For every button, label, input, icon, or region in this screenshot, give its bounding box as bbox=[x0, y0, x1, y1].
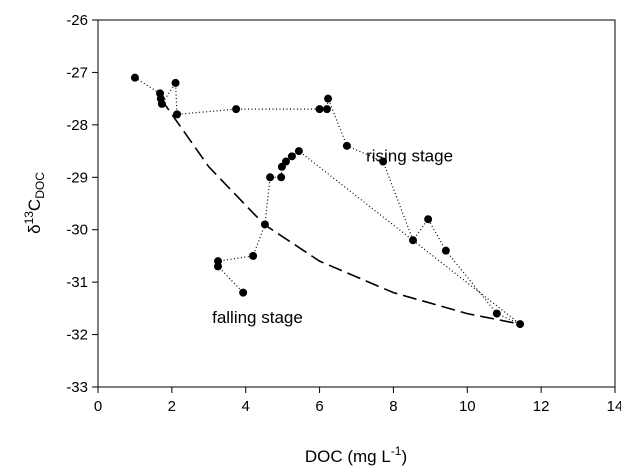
x-label-end: ) bbox=[401, 447, 407, 466]
point bbox=[294, 147, 303, 156]
point bbox=[516, 320, 525, 329]
x-axis-label: DOC (mg L-1) bbox=[305, 444, 407, 466]
x-tick-label: 10 bbox=[459, 398, 476, 415]
y-tick-label: -29 bbox=[66, 169, 88, 186]
point bbox=[249, 251, 258, 260]
point bbox=[266, 173, 275, 182]
x-tick-label: 0 bbox=[94, 398, 102, 415]
point bbox=[277, 162, 286, 171]
y-tick-label: -26 bbox=[66, 12, 88, 29]
y-label-sup: 13 bbox=[22, 211, 36, 225]
point bbox=[379, 157, 388, 166]
x-label-text: DOC (mg L bbox=[305, 447, 391, 466]
x-label-sup: -1 bbox=[391, 444, 402, 458]
point bbox=[232, 105, 241, 114]
x-tick-label: 8 bbox=[389, 398, 397, 415]
point bbox=[492, 309, 501, 318]
y-label-sub: DOC bbox=[33, 172, 47, 199]
point bbox=[322, 105, 331, 114]
y-axis-label: δ13CDOC bbox=[22, 172, 47, 234]
x-tick-label: 6 bbox=[315, 398, 323, 415]
y-label-text: δ bbox=[25, 224, 44, 233]
point bbox=[130, 73, 139, 82]
y-tick-label: -28 bbox=[66, 117, 88, 134]
x-tick-label: 4 bbox=[242, 398, 250, 415]
point bbox=[157, 99, 166, 108]
y-label-letter: C bbox=[25, 199, 44, 211]
annotation: rising stage bbox=[366, 146, 453, 165]
point bbox=[173, 110, 182, 119]
point bbox=[239, 288, 248, 297]
connecting-line bbox=[134, 77, 521, 325]
point bbox=[287, 152, 296, 161]
point bbox=[260, 220, 269, 229]
y-tick-label: -32 bbox=[66, 327, 88, 344]
point bbox=[424, 215, 433, 224]
point bbox=[409, 236, 418, 245]
point bbox=[171, 78, 180, 87]
point bbox=[441, 246, 450, 255]
y-tick-label: -33 bbox=[66, 379, 88, 396]
point bbox=[324, 94, 333, 103]
point bbox=[342, 141, 351, 150]
plot-frame bbox=[97, 19, 616, 388]
x-tick-label: 2 bbox=[168, 398, 176, 415]
point bbox=[277, 173, 286, 182]
y-tick-label: -30 bbox=[66, 222, 88, 239]
annotation: falling stage bbox=[212, 308, 303, 327]
x-tick-label: 14 bbox=[607, 398, 621, 415]
fit-curve bbox=[160, 98, 521, 325]
y-tick-label: -27 bbox=[66, 64, 88, 81]
y-tick-label: -31 bbox=[66, 274, 88, 291]
point bbox=[315, 105, 324, 114]
point bbox=[214, 262, 223, 271]
x-tick-label: 12 bbox=[533, 398, 550, 415]
